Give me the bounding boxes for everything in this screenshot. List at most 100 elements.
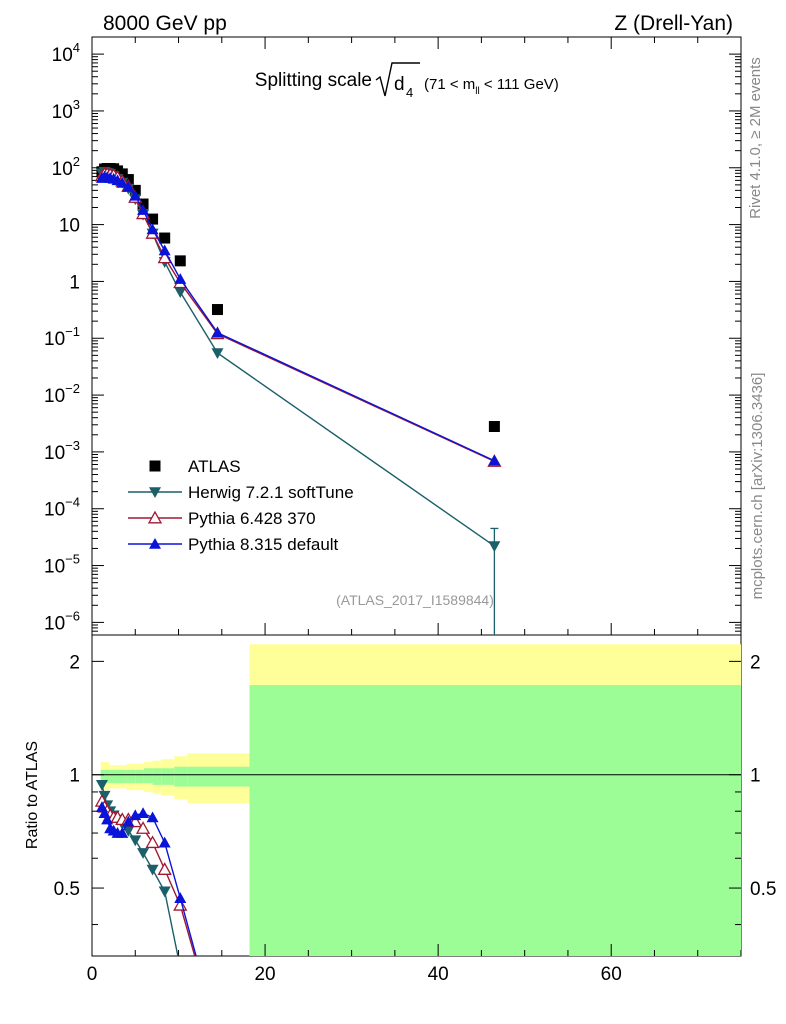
ratio-point — [129, 835, 142, 847]
y-tick-label: 103 — [52, 97, 80, 123]
y-tick-label: 10−1 — [44, 324, 80, 350]
y-tick-label-exp: 3 — [73, 97, 80, 112]
y-tick-label: 10−4 — [44, 495, 80, 521]
y-tick-label: 1 — [69, 272, 80, 293]
y-tick-label: 10−6 — [44, 608, 80, 634]
y-tick-label: 10−5 — [44, 552, 80, 578]
stat-uncertainty-band — [117, 769, 127, 784]
y-tick-label-base: 1 — [69, 272, 80, 293]
stat-uncertainty-band — [126, 769, 136, 784]
ratio-point — [174, 892, 187, 903]
data-point — [488, 420, 500, 432]
data-point — [158, 244, 171, 256]
ratio-point — [137, 848, 150, 859]
ratio-y-tick-label-left: 0.5 — [54, 879, 80, 900]
data-point — [137, 198, 149, 210]
data-point — [116, 176, 129, 188]
y-tick-label-base: 10 — [44, 386, 65, 407]
legend-label: Herwig 7.2.1 softTune — [188, 483, 354, 502]
ratio-point — [98, 790, 111, 802]
data-point — [211, 326, 224, 338]
ratio-y-tick-label-right: 0.5 — [750, 879, 776, 900]
ratio-point — [158, 886, 171, 898]
ratio-ylabel: Ratio to ATLAS — [24, 741, 41, 849]
sqrt-sign — [375, 62, 420, 97]
stat-uncertainty-band — [135, 769, 144, 784]
y-tick-label: 10−3 — [44, 438, 80, 464]
mcplots-label: mcplots.cern.ch [arXiv:1306.3436] — [749, 373, 766, 600]
y-tick-label-exp: −3 — [65, 438, 80, 453]
y-tick-label-exp: 4 — [73, 40, 80, 55]
x-tick-label: 40 — [428, 964, 449, 985]
data-point — [147, 213, 159, 225]
y-tick-label-exp: −1 — [65, 324, 80, 339]
ratio-y-tick-label-left: 2 — [69, 652, 80, 673]
y-tick-label: 104 — [52, 40, 80, 66]
title-range: (71 < mll < 111 GeV) — [424, 76, 559, 97]
series-line — [101, 175, 495, 462]
legend-label: ATLAS — [188, 457, 241, 476]
ratio-y-tick-label-right: 2 — [750, 652, 761, 673]
legend-marker — [147, 510, 163, 524]
ratio-axis-ticks: 0.5 0.51 12 20 20 40 60 — [54, 652, 777, 985]
ratio-bands — [92, 644, 741, 956]
data-point — [159, 232, 171, 244]
y-tick-label-base: 10 — [44, 443, 65, 464]
ratio-point — [157, 862, 172, 875]
ratio-y-tick-label-right: 1 — [750, 766, 761, 787]
y-tick-label-exp: 2 — [73, 154, 80, 169]
series-pythia-6-428-370 — [94, 166, 502, 467]
legend-label: Pythia 8.315 default — [188, 535, 339, 554]
legend: ATLAS Herwig 7.2.1 softTune Pythia 6.428 3… — [128, 457, 354, 554]
y-tick-label-base: 10 — [52, 102, 73, 123]
x-tick-label: 20 — [254, 964, 275, 985]
legend-item: Pythia 8.315 default — [128, 535, 339, 554]
y-tick-label-base: 10 — [59, 216, 80, 237]
ratio-point — [146, 811, 159, 823]
x-tick-label: 60 — [601, 964, 622, 985]
title-range-end: < 111 GeV) — [480, 76, 559, 93]
series-pythia-8-315-default — [95, 170, 501, 466]
ratio-point — [145, 835, 160, 849]
ratio-point — [95, 780, 108, 791]
rivet-version-label: Rivet 4.1.0, ≥ 2M events — [747, 57, 764, 219]
y-tick-label-exp: −5 — [65, 552, 80, 567]
ratio-point — [135, 821, 151, 834]
legend-label: Pythia 6.428 370 — [188, 509, 316, 528]
y-tick-label-base: 10 — [44, 500, 65, 521]
header-right: Z (Drell-Yan) — [614, 12, 733, 35]
data-point — [174, 255, 186, 267]
stat-uncertainty-band — [249, 685, 741, 956]
stat-uncertainty-band — [174, 766, 188, 787]
stat-uncertainty-band — [143, 768, 153, 784]
ratio-point — [137, 807, 150, 819]
stat-uncertainty-band — [100, 769, 110, 784]
ratio-y-tick-label-left: 1 — [69, 766, 80, 787]
y-tick-label-exp: −2 — [65, 381, 80, 396]
y-tick-label-base: 10 — [44, 329, 65, 350]
data-point — [211, 304, 223, 316]
data-point — [174, 287, 187, 299]
legend-item: Pythia 6.428 370 — [128, 509, 316, 528]
stat-uncertainty-band — [109, 769, 118, 784]
ratio-point — [146, 864, 159, 876]
title-range-start: (71 < m — [424, 76, 475, 93]
legend-marker — [149, 487, 161, 498]
title-range-sub: ll — [475, 86, 479, 97]
y-tick-label-base: 10 — [44, 613, 65, 634]
y-tick-label-exp: −4 — [65, 495, 80, 510]
analysis-id: (ATLAS_2017_I1589844) — [336, 592, 494, 608]
stat-uncertainty-band — [161, 768, 175, 785]
y-tick-label-base: 10 — [52, 159, 73, 180]
legend-item: ATLAS — [149, 457, 241, 476]
ratio-point — [158, 836, 171, 848]
main-title: Splitting scale d 4 (71 < mll < 111 GeV) — [255, 62, 559, 100]
header-left: 8000 GeV pp — [103, 12, 227, 35]
data-point — [211, 348, 224, 360]
data-point — [122, 180, 135, 192]
y-tick-label: 10 — [59, 216, 80, 237]
data-point — [129, 189, 142, 201]
series-atlas — [96, 163, 500, 432]
